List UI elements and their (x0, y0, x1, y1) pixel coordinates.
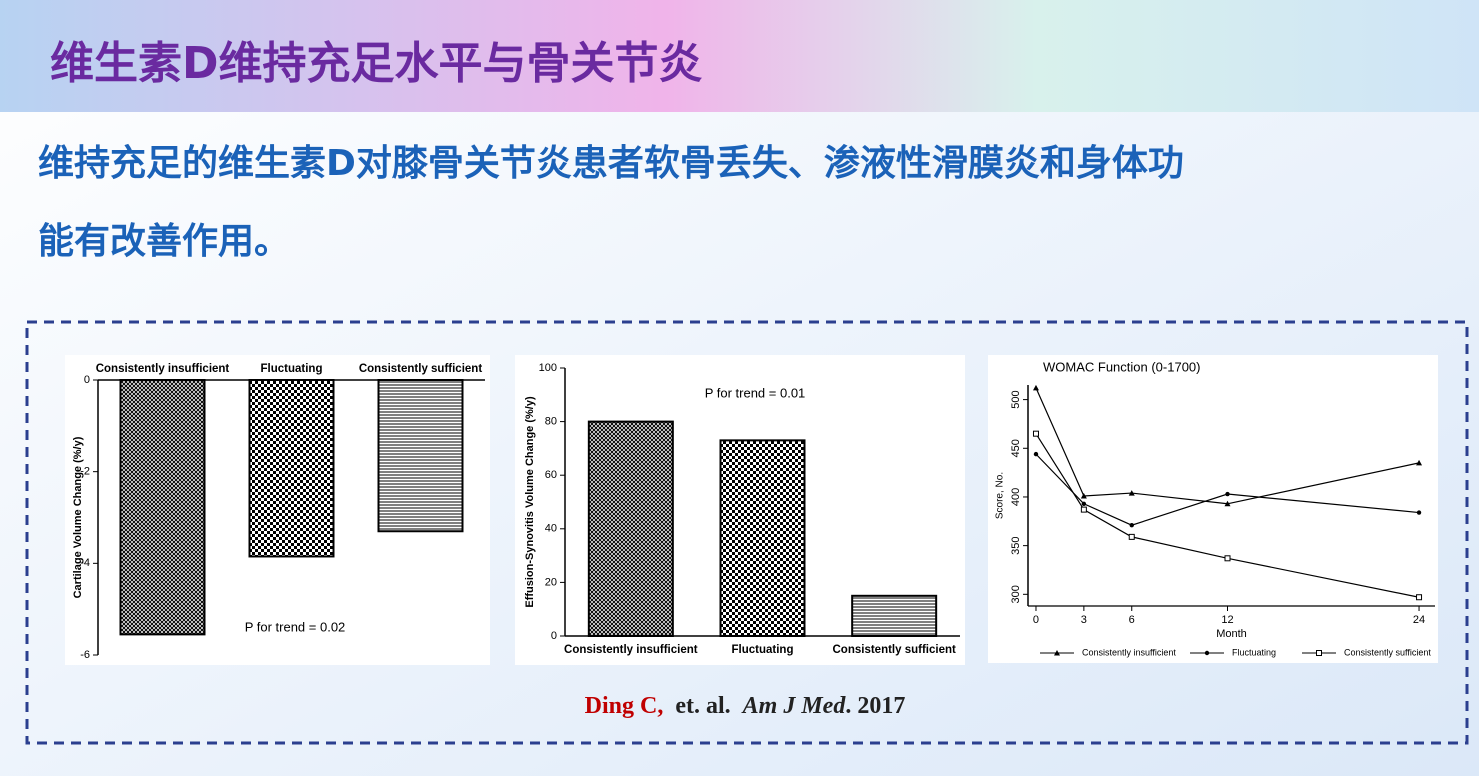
x-tick-label: Consistently insufficient (564, 644, 698, 656)
marker (1129, 522, 1134, 528)
y-tick-label: 300 (1010, 585, 1022, 603)
x-tick-label: Fluctuating (732, 644, 794, 656)
y-tick-label: 80 (545, 416, 557, 428)
bar (377, 379, 464, 533)
citation-etal: et. al. (675, 693, 730, 719)
y-axis-label: Effusion-Synovitis Volume Change (%/y) (524, 396, 536, 608)
marker (1128, 533, 1135, 540)
chart-panel (988, 355, 1438, 663)
marker (1080, 506, 1087, 513)
y-tick-label: 400 (1010, 488, 1022, 506)
bar (119, 379, 206, 636)
y-tick-label: 350 (1010, 536, 1022, 554)
x-tick-label: 6 (1129, 614, 1135, 626)
y-tick-label: 0 (551, 630, 557, 642)
legend-marker (1204, 650, 1210, 656)
bar (248, 379, 335, 558)
y-tick-label: 0 (84, 374, 90, 386)
legend-marker (1316, 650, 1322, 656)
x-tick-label: Fluctuating (261, 363, 323, 375)
bar (587, 420, 674, 637)
marker (1416, 594, 1423, 601)
marker (1128, 490, 1135, 496)
y-tick-label: 40 (545, 523, 557, 535)
x-tick-label: 0 (1033, 614, 1039, 626)
y-axis-label: Cartilage Volume Change (%/y) (72, 436, 84, 598)
subtitle-line: 维持充足的维生素D对膝骨关节炎患者软骨丢失、渗液性滑膜炎和身体功 (38, 143, 1184, 184)
marker (1225, 491, 1230, 497)
y-axis-label: Score, No. (995, 472, 1006, 519)
y-tick-label: -2 (80, 466, 90, 478)
bar (851, 594, 938, 637)
slide-title: 维生素D维持充足水平与骨关节炎 (50, 38, 703, 89)
marker (1032, 384, 1039, 391)
marker (1032, 430, 1039, 437)
y-tick-label: 20 (545, 576, 557, 588)
legend-label: Consistently insufficient (1082, 647, 1176, 657)
marker (1416, 459, 1423, 466)
marker (1080, 492, 1087, 499)
marker (1081, 501, 1087, 506)
marker (1224, 555, 1231, 562)
header-band (0, 0, 1479, 112)
y-tick-label: -4 (80, 557, 90, 569)
y-tick-label: 450 (1010, 439, 1022, 457)
dashed-frame (25, 320, 1469, 745)
annotation: P for trend = 0.02 (245, 619, 346, 634)
x-axis-label: Month (1216, 628, 1247, 640)
marker (1416, 510, 1422, 515)
legend-marker (1054, 650, 1060, 656)
x-tick-label: 24 (1413, 614, 1425, 626)
chart-title: WOMAC Function (0-1700) (1043, 359, 1201, 374)
marker (1033, 451, 1039, 457)
y-tick-label: 60 (545, 469, 557, 481)
x-tick-label: Consistently sufficient (833, 644, 956, 656)
y-tick-label: -6 (80, 649, 90, 661)
marker (1224, 500, 1231, 507)
y-tick-label: 100 (539, 362, 557, 374)
citation-journal: Am J Med (741, 693, 847, 719)
subtitle-line: 能有改善作用。 (38, 221, 290, 262)
x-tick-label: 3 (1081, 614, 1087, 626)
y-tick-label: 500 (1010, 390, 1022, 408)
bar (719, 439, 806, 637)
citation: Ding C, et. al. Am J Med. 2017 (585, 693, 906, 719)
legend-label: Fluctuating (1232, 647, 1276, 657)
citation-author: Ding C, (585, 693, 664, 719)
x-tick-label: Consistently insufficient (96, 363, 230, 375)
x-tick-label: Consistently sufficient (359, 363, 482, 375)
citation-year: . 2017 (845, 693, 905, 719)
legend-label: Consistently sufficient (1344, 647, 1431, 657)
annotation: P for trend = 0.01 (705, 385, 806, 400)
x-tick-label: 12 (1221, 614, 1233, 626)
